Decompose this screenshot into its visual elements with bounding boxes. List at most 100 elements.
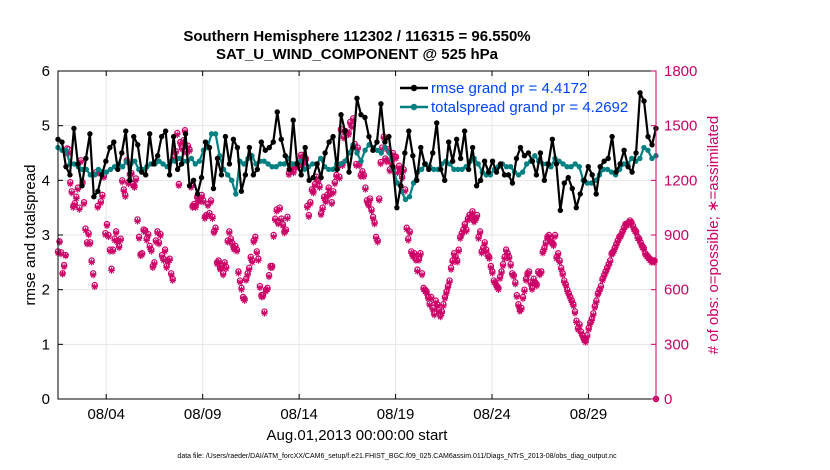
asterisk-stroke bbox=[105, 234, 112, 240]
rmse-point bbox=[489, 158, 496, 164]
asterisk-stroke bbox=[237, 279, 243, 286]
rmse-point bbox=[282, 153, 288, 159]
rmse-point bbox=[294, 161, 300, 167]
obs-assimilated-point bbox=[82, 227, 89, 234]
rmse-point bbox=[533, 172, 540, 178]
rmse-point bbox=[298, 172, 304, 178]
asterisk-stroke bbox=[255, 257, 261, 264]
rmse-point bbox=[166, 172, 173, 178]
obs-assimilated-point bbox=[519, 295, 527, 302]
rmse-point bbox=[346, 169, 352, 175]
rmse-point bbox=[358, 112, 364, 118]
asterisk-stroke bbox=[411, 252, 417, 258]
obs-assimilated-point bbox=[276, 206, 283, 213]
asterisk-stroke bbox=[630, 225, 636, 231]
rmse-point bbox=[418, 144, 424, 151]
rmse-point bbox=[434, 120, 440, 126]
obs-assimilated-point bbox=[105, 233, 112, 241]
asterisk-stroke bbox=[306, 214, 312, 220]
obs-assimilated-point bbox=[632, 229, 640, 237]
rmse-point bbox=[453, 136, 460, 143]
totalspread-point bbox=[229, 177, 235, 184]
obs-assimilated-point bbox=[360, 173, 368, 180]
asterisk-stroke bbox=[208, 199, 214, 205]
obs-assimilated-point bbox=[411, 251, 418, 259]
right-y-tick-label: 1800 bbox=[664, 63, 697, 80]
asterisk-stroke bbox=[488, 265, 494, 271]
asterisk-stroke bbox=[375, 239, 381, 245]
rmse-point bbox=[310, 174, 316, 181]
obs-assimilated-point bbox=[515, 302, 522, 310]
obs-assimilated-point bbox=[235, 270, 242, 277]
asterisk-stroke bbox=[451, 252, 457, 258]
asterisk-stroke bbox=[361, 174, 367, 180]
obs-assimilated-point bbox=[85, 231, 92, 239]
asterisk-stroke bbox=[593, 299, 599, 306]
totalspread-point bbox=[95, 166, 102, 173]
totalspread-point bbox=[406, 194, 413, 200]
asterisk-stroke bbox=[439, 310, 445, 316]
asterisk-stroke bbox=[566, 292, 572, 298]
asterisk-stroke bbox=[168, 272, 174, 278]
obs-assimilated-point bbox=[512, 281, 519, 288]
asterisk-stroke bbox=[396, 164, 402, 171]
asterisk-stroke bbox=[330, 190, 336, 196]
asterisk-stroke bbox=[249, 259, 255, 265]
rmse-point bbox=[637, 90, 643, 96]
rmse-point bbox=[374, 139, 380, 145]
obs-assimilated-point bbox=[256, 284, 264, 292]
obs-assimilated-point bbox=[233, 248, 241, 255]
obs-assimilated-point bbox=[249, 259, 256, 266]
data-file-footer: data file: /Users/raeder/DAI/ATM_forcXX/… bbox=[177, 453, 617, 460]
rmse-point bbox=[497, 161, 504, 167]
rmse-point bbox=[350, 144, 356, 151]
x-tick-label: 08/14 bbox=[280, 406, 318, 423]
obs-assimilated-point bbox=[112, 229, 120, 237]
rmse-point bbox=[378, 101, 384, 107]
rmse-point bbox=[115, 166, 121, 173]
asterisk-stroke bbox=[419, 272, 425, 278]
obs-assimilated-point bbox=[576, 322, 583, 330]
asterisk-stroke bbox=[110, 248, 116, 255]
rmse-point bbox=[99, 172, 105, 178]
rmse-point bbox=[146, 131, 153, 137]
asterisk-stroke bbox=[162, 248, 168, 255]
asterisk-stroke bbox=[63, 253, 69, 259]
obs-assimilated-point bbox=[212, 226, 219, 233]
obs-assimilated-point bbox=[265, 273, 273, 281]
obs-assimilated-point bbox=[131, 184, 138, 191]
x-tick-label: 08/29 bbox=[570, 406, 608, 423]
asterisk-stroke bbox=[569, 299, 575, 306]
rmse-point bbox=[597, 163, 603, 170]
rmse-point bbox=[501, 172, 508, 178]
rmse-point bbox=[390, 163, 396, 170]
asterisk-stroke bbox=[498, 270, 505, 276]
asterisk-stroke bbox=[254, 250, 260, 256]
obs-assimilated-point bbox=[496, 275, 504, 282]
rmse-point bbox=[569, 185, 575, 192]
asterisk-stroke bbox=[480, 246, 486, 253]
obs-assimilated-point bbox=[405, 237, 412, 244]
rmse-point bbox=[246, 144, 253, 151]
x-tick-label: 08/04 bbox=[87, 406, 125, 423]
asterisk-stroke bbox=[156, 241, 162, 247]
asterisk-stroke bbox=[506, 256, 512, 262]
obs-assimilated-point bbox=[290, 169, 297, 177]
obs-assimilated-point bbox=[528, 286, 536, 293]
rmse-point bbox=[170, 133, 177, 140]
totalspread-point bbox=[269, 163, 275, 170]
rmse-point bbox=[354, 95, 360, 102]
asterisk-stroke bbox=[636, 237, 642, 244]
asterisk-stroke bbox=[223, 266, 229, 272]
asterisk-stroke bbox=[367, 197, 373, 204]
asterisk-stroke bbox=[313, 175, 320, 182]
rmse-point bbox=[103, 158, 109, 164]
asterisk-stroke bbox=[468, 215, 474, 222]
obs-assimilated-point bbox=[585, 326, 592, 333]
rmse-point bbox=[218, 172, 225, 178]
asterisk-stroke bbox=[199, 194, 205, 200]
obs-assimilated-point bbox=[362, 186, 369, 193]
x-axis-label: Aug.01,2013 00:00:00 start bbox=[267, 427, 449, 444]
rmse-point bbox=[410, 153, 416, 159]
